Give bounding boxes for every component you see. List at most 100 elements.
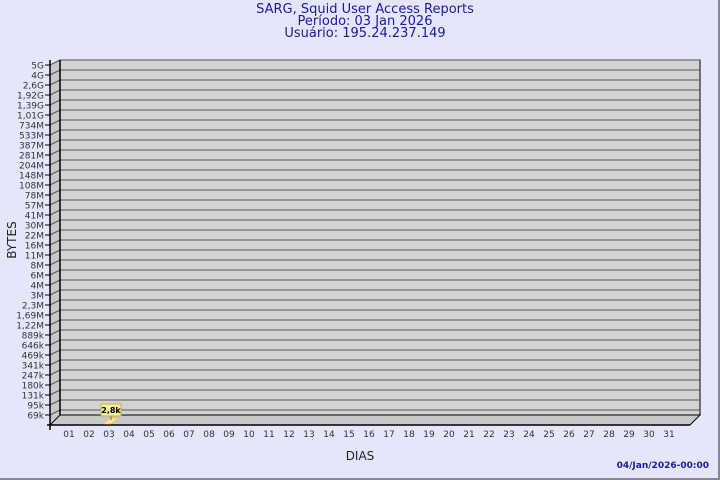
gridline-side	[49, 239, 61, 246]
y-tick-label: 4M	[31, 282, 45, 292]
y-tick-label: 69k	[27, 412, 44, 422]
y-tick-label: 1,92G	[17, 92, 44, 102]
floor	[48, 414, 702, 426]
gridline-side	[49, 359, 61, 366]
y-tick-label: 41M	[25, 212, 44, 222]
x-tick-label: 15	[343, 430, 354, 440]
x-tick-label: 04	[123, 430, 135, 440]
gridline-side	[49, 99, 61, 106]
x-tick-label: 10	[243, 430, 255, 440]
gridline-side	[49, 329, 61, 336]
gridline-side	[49, 179, 61, 186]
y-tick-label: 387M	[19, 142, 44, 152]
gridline-side	[49, 249, 61, 256]
gridline-side	[49, 109, 61, 116]
x-tick-label: 03	[103, 430, 114, 440]
x-tick-label: 26	[563, 430, 575, 440]
y-tick-label: 469k	[22, 352, 45, 362]
y-tick-label: 16M	[25, 242, 44, 252]
x-tick-label: 30	[643, 430, 655, 440]
x-tick-label: 28	[603, 430, 615, 440]
x-tick-label: 14	[323, 430, 335, 440]
gridline-side	[49, 209, 61, 216]
gridline-side	[49, 339, 61, 346]
x-tick-label: 12	[283, 430, 294, 440]
x-tick-label: 25	[543, 430, 554, 440]
gridline-side	[49, 119, 61, 126]
gridline-side	[49, 409, 61, 416]
gridline-side	[49, 369, 61, 376]
y-axis-title: BYTES	[5, 221, 19, 258]
data-label: 2,8k	[101, 406, 121, 415]
gridline-side	[49, 159, 61, 166]
y-tick-label: 180k	[22, 382, 45, 392]
gridline-side	[49, 229, 61, 236]
y-tick-label: 281M	[19, 152, 44, 162]
chart-title: SARG, Squid User Access Reports	[256, 2, 474, 17]
gridline-side	[49, 139, 61, 146]
y-tick-label: 1,39G	[17, 102, 44, 112]
chart-subtitle-user: Usuário: 195.24.237.149	[284, 26, 446, 41]
y-tick-label: 734M	[19, 122, 44, 132]
gridline-side	[49, 129, 61, 136]
data-label-box	[100, 403, 122, 417]
y-tick-label: 148M	[19, 172, 44, 182]
gridline-side	[49, 89, 61, 96]
x-tick-label: 23	[503, 430, 514, 440]
x-tick-label: 31	[663, 430, 674, 440]
y-tick-label: 533M	[19, 132, 44, 142]
y-tick-label: 4G	[31, 72, 44, 82]
x-tick-label: 29	[623, 430, 635, 440]
y-tick-label: 5G	[31, 62, 44, 72]
x-tick-label: 18	[403, 430, 415, 440]
gridline-side	[49, 259, 61, 266]
x-tick-label: 09	[223, 430, 235, 440]
gridline-side	[49, 299, 61, 306]
x-tick-label: 06	[163, 430, 175, 440]
y-tick-label: 30M	[25, 222, 44, 232]
y-tick-label: 95k	[27, 402, 44, 412]
y-tick-label: 341k	[22, 362, 45, 372]
gridline-side	[49, 399, 61, 406]
y-tick-label: 57M	[25, 202, 44, 212]
y-tick-label: 8M	[31, 262, 45, 272]
report-timestamp: 04/Jan/2026-00:00	[616, 461, 709, 471]
x-tick-label: 22	[483, 430, 494, 440]
gridline-side	[49, 349, 61, 356]
gridline-side	[49, 269, 61, 276]
y-tick-label: 1,22M	[16, 322, 44, 332]
gridline-side	[49, 69, 61, 76]
y-tick-label: 22M	[25, 232, 44, 242]
gridline-side	[49, 289, 61, 296]
gridline-side	[49, 79, 61, 86]
x-tick-label: 21	[463, 430, 474, 440]
x-tick-label: 01	[63, 430, 74, 440]
x-tick-label: 07	[183, 430, 194, 440]
y-tick-label: 6M	[31, 272, 45, 282]
y-tick-label: 2,3M	[22, 302, 44, 312]
x-tick-label: 05	[143, 430, 154, 440]
y-tick-label: 108M	[19, 182, 44, 192]
gridline-side	[49, 389, 61, 396]
x-tick-label: 16	[363, 430, 375, 440]
x-axis-title: DIAS	[346, 449, 375, 463]
y-tick-label: 889k	[22, 332, 45, 342]
gridline-side	[49, 309, 61, 316]
y-tick-label: 2,6G	[23, 82, 44, 92]
x-tick-label: 17	[383, 430, 394, 440]
y-tick-label: 131k	[22, 392, 45, 402]
x-tick-label: 11	[263, 430, 274, 440]
gridline-side	[49, 379, 61, 386]
back-wall	[59, 59, 701, 416]
gridline-side	[49, 169, 61, 176]
x-tick-label: 13	[303, 430, 314, 440]
x-tick-label: 08	[203, 430, 215, 440]
x-tick-label: 19	[423, 430, 435, 440]
y-tick-label: 204M	[19, 162, 44, 172]
y-tick-label: 247k	[22, 372, 45, 382]
y-tick-label: 3M	[31, 292, 45, 302]
chart-subtitle-period: Período: 03 Jan 2026	[297, 14, 433, 29]
bar	[102, 417, 119, 425]
